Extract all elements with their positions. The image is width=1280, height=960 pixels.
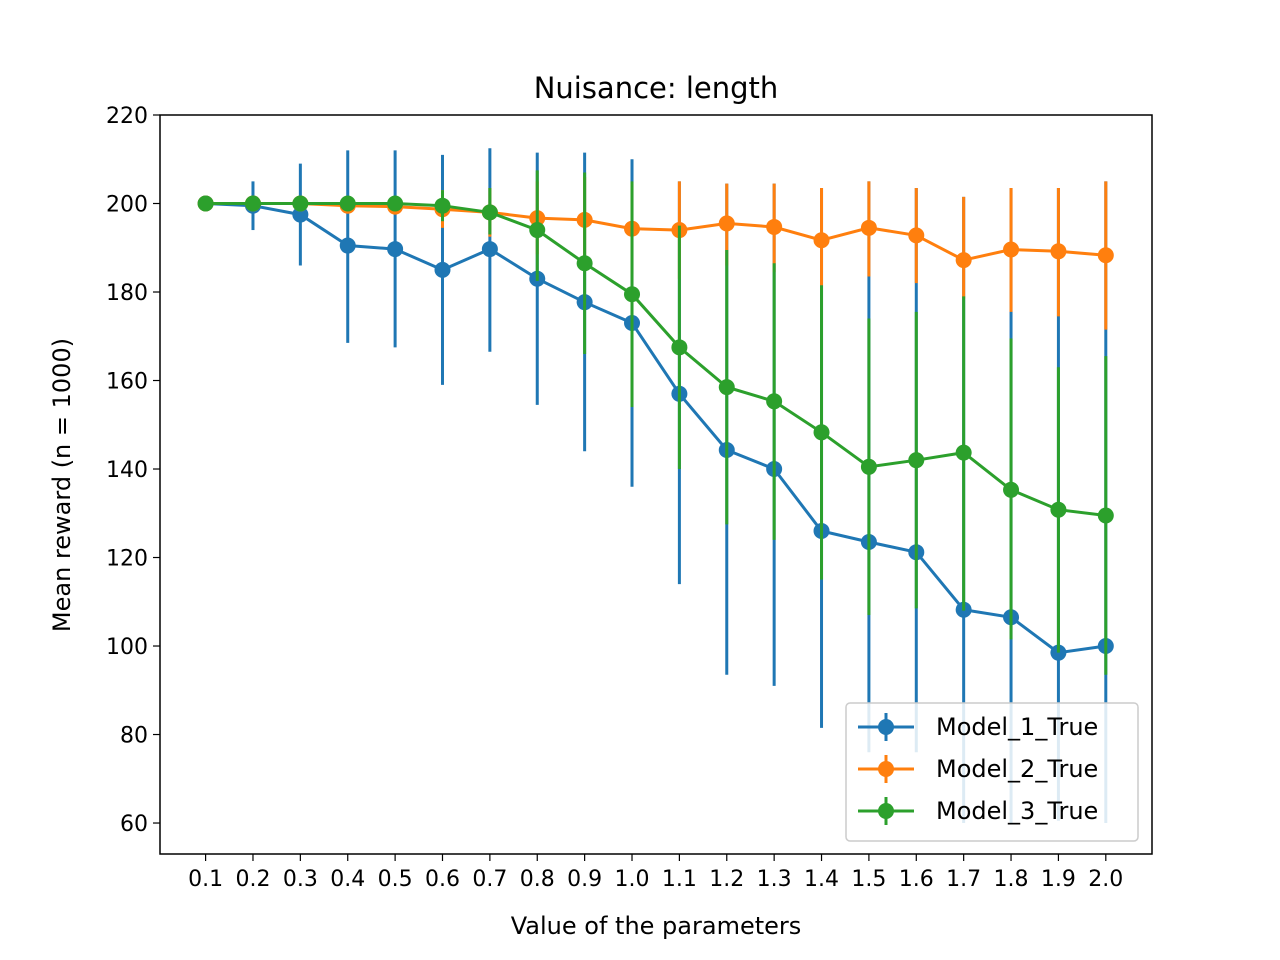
series-2-point-14 xyxy=(860,219,877,236)
series-2-point-13 xyxy=(813,232,830,249)
x-tick-label-5: 0.6 xyxy=(425,867,460,892)
x-tick-label-4: 0.5 xyxy=(378,867,413,892)
x-tick-label-1: 0.2 xyxy=(235,867,270,892)
series-3-point-5 xyxy=(434,197,451,214)
x-tick-label-8: 0.9 xyxy=(567,867,602,892)
x-tick-label-6: 0.7 xyxy=(472,867,507,892)
series-1-point-4 xyxy=(387,241,404,258)
legend: Model_1_True Model_2_True Model_3_True xyxy=(845,702,1139,842)
legend-marker-1 xyxy=(878,719,894,735)
y-tick-label-2: 100 xyxy=(106,635,148,660)
legend-marker-3 xyxy=(878,803,894,819)
y-tick-label-8: 220 xyxy=(106,104,148,129)
axes-frame xyxy=(159,114,1153,855)
legend-box xyxy=(845,702,1139,842)
series-3-point-0 xyxy=(197,195,214,212)
series-2-point-11 xyxy=(718,215,735,232)
series-3-point-9 xyxy=(624,286,641,303)
series-layer xyxy=(197,148,1114,824)
series-3-point-14 xyxy=(860,458,877,475)
x-tick-label-16: 1.7 xyxy=(946,867,981,892)
series-3-point-11 xyxy=(718,379,735,396)
series-2-point-12 xyxy=(766,218,783,235)
series-2-point-16 xyxy=(955,252,972,269)
legend-label-1: Model_1_True xyxy=(936,713,1098,741)
series-1-point-3 xyxy=(339,237,356,254)
series-2-point-18 xyxy=(1050,243,1067,260)
legend-marker-2 xyxy=(878,761,894,777)
series-3-point-10 xyxy=(671,339,688,356)
x-tick-label-11: 1.2 xyxy=(709,867,744,892)
series-3-point-18 xyxy=(1050,501,1067,518)
y-tick-label-0: 60 xyxy=(120,812,148,837)
x-tick-label-0: 0.1 xyxy=(188,867,223,892)
x-tick-label-7: 0.8 xyxy=(520,867,555,892)
x-tick-label-15: 1.6 xyxy=(899,867,934,892)
legend-label-2: Model_2_True xyxy=(936,755,1098,783)
series-3-point-16 xyxy=(955,444,972,461)
series-3-point-6 xyxy=(481,204,498,221)
legend-entry-1: Model_1_True xyxy=(858,713,1098,741)
y-tick-label-6: 180 xyxy=(106,281,148,306)
series-3-point-15 xyxy=(908,452,925,469)
series-3-point-13 xyxy=(813,424,830,441)
chart-title: Nuisance: length xyxy=(534,71,779,105)
y-axis: 60 80 100 120 140 160 180 200 220 xyxy=(106,104,160,837)
y-tick-label-5: 160 xyxy=(106,370,148,395)
x-tick-label-10: 1.1 xyxy=(662,867,697,892)
series-3-point-19 xyxy=(1097,507,1114,524)
y-tick-label-4: 140 xyxy=(106,458,148,483)
legend-entry-3: Model_3_True xyxy=(858,797,1098,825)
series-3-point-3 xyxy=(339,195,356,212)
x-axis: 0.1 0.2 0.3 0.4 0.5 0.6 0.7 0.8 0.9 1.0 1.1 1.2 1.3 1… xyxy=(188,854,1123,892)
x-tick-label-19: 2.0 xyxy=(1088,867,1123,892)
series-1-point-2 xyxy=(292,206,309,223)
plot-area xyxy=(159,114,1153,855)
x-axis-label: Value of the parameters xyxy=(511,912,802,940)
series-3-point-2 xyxy=(292,195,309,212)
legend-entry-2: Model_2_True xyxy=(858,755,1098,783)
series-1-point-5 xyxy=(434,261,451,278)
series-2-point-17 xyxy=(1003,241,1020,258)
y-tick-label-3: 120 xyxy=(106,547,148,572)
x-tick-label-14: 1.5 xyxy=(851,867,886,892)
series-3-point-17 xyxy=(1003,481,1020,498)
legend-label-3: Model_3_True xyxy=(936,797,1098,825)
series-3-point-4 xyxy=(387,195,404,212)
x-tick-label-2: 0.3 xyxy=(283,867,318,892)
y-axis-label: Mean reward (n = 1000) xyxy=(48,338,76,632)
x-tick-label-9: 1.0 xyxy=(615,867,650,892)
x-tick-label-3: 0.4 xyxy=(330,867,365,892)
series-3-point-12 xyxy=(766,393,783,410)
series-2-point-19 xyxy=(1097,247,1114,264)
y-tick-label-1: 80 xyxy=(120,724,148,749)
x-tick-label-18: 1.9 xyxy=(1041,867,1076,892)
series-3-point-7 xyxy=(529,222,546,239)
x-tick-label-13: 1.4 xyxy=(804,867,839,892)
series-3-point-8 xyxy=(576,255,593,272)
series-3-point-1 xyxy=(244,195,261,212)
series-3 xyxy=(197,170,1114,675)
series-1-point-6 xyxy=(481,241,498,258)
series-2-point-15 xyxy=(908,227,925,244)
x-tick-label-17: 1.8 xyxy=(994,867,1029,892)
y-tick-label-7: 200 xyxy=(106,193,148,218)
x-tick-label-12: 1.3 xyxy=(757,867,792,892)
